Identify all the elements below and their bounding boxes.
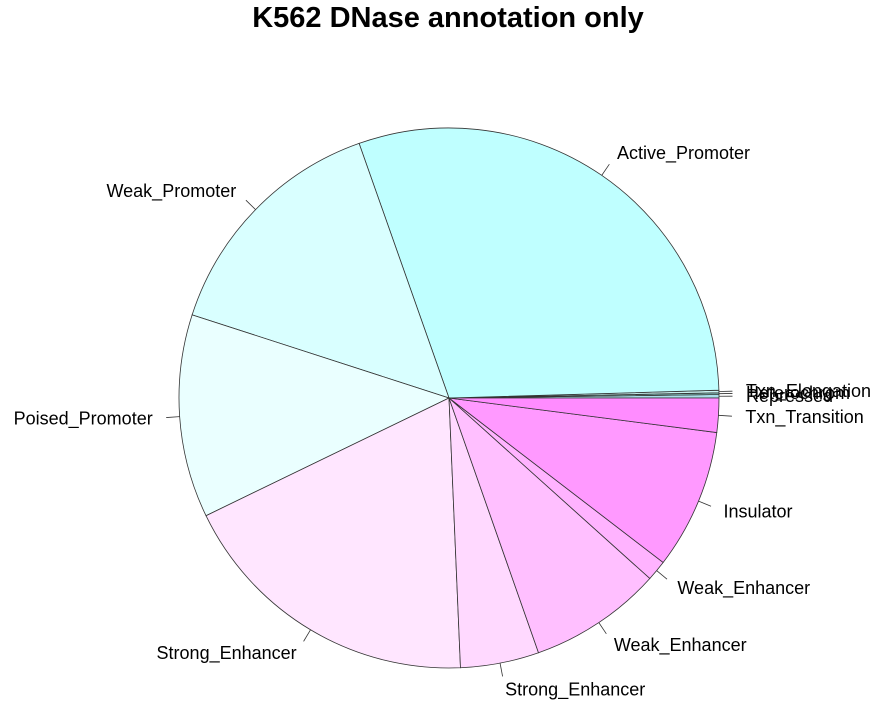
- slice-label-txn-elongation-2: Txn_Elongation: [746, 381, 871, 402]
- pie-slices: [178, 127, 720, 669]
- pie-slice-strong-enhancer-6: [205, 397, 461, 669]
- slice-label-poised-promoter-5: Poised_Promoter: [14, 408, 153, 429]
- label-tick-9: [656, 570, 668, 580]
- pie-slice-poised-promoter-5: [178, 314, 451, 517]
- pie-slice-insulator-10: [447, 397, 718, 564]
- slice-label-txn-transition-11: Txn_Transition: [745, 407, 863, 428]
- slice-label-weak-enhancer-9: Weak_Enhancer: [677, 578, 810, 599]
- label-tick-3: [601, 163, 610, 176]
- slice-label-active-promoter-3: Active_Promoter: [617, 143, 750, 164]
- slice-label-insulator-10: Insulator: [724, 501, 793, 521]
- label-tick-6: [303, 629, 311, 642]
- label-tick-5: [166, 416, 180, 418]
- slice-label-strong-enhancer-6: Strong_Enhancer: [157, 643, 297, 664]
- label-tick-8: [598, 622, 607, 635]
- label-tick-4: [245, 199, 256, 210]
- slice-label-weak-promoter-4: Weak_Promoter: [107, 181, 237, 202]
- label-tick-11: [718, 414, 732, 417]
- chart-title: K562 DNase annotation only: [252, 2, 644, 34]
- slice-label-weak-enhancer-8: Weak_Enhancer: [614, 635, 747, 656]
- label-tick-10: [698, 500, 712, 507]
- pie-slice-weak-promoter-4: [191, 142, 450, 399]
- slice-label-repressed-0: Repressed: [746, 386, 833, 406]
- slice-label-strong-enhancer-7: Strong_Enhancer: [505, 680, 645, 701]
- slice-label-heterochrom-1: Heterochrom: [746, 383, 850, 403]
- pie-slice-weak-enhancer-8: [448, 397, 651, 654]
- label-tick-7: [499, 663, 504, 677]
